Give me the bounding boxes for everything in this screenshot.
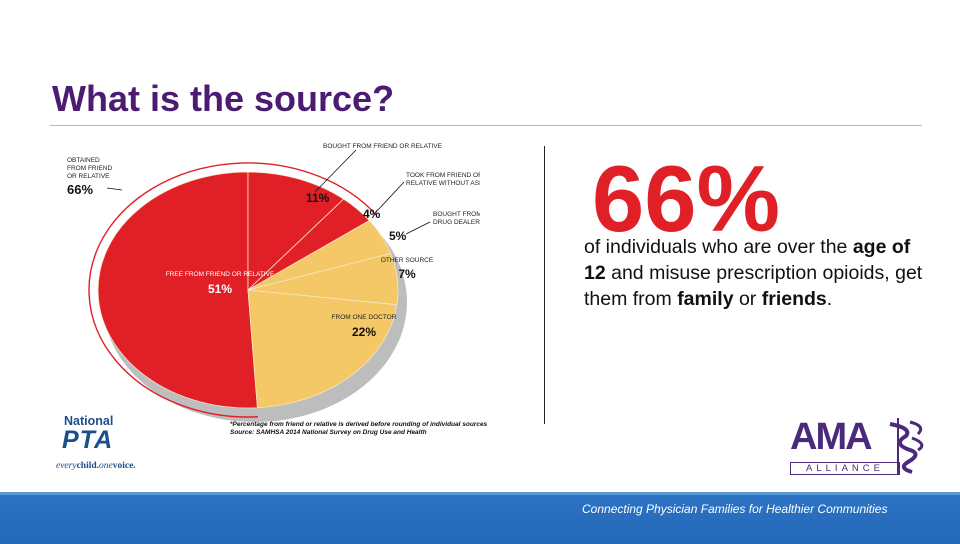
title-divider	[50, 125, 922, 126]
slice-value-other: 7%	[398, 267, 416, 281]
leader-bought-friend	[314, 149, 357, 193]
stat-text-4: .	[826, 288, 833, 310]
ama-alliance-text: ALLIANCE	[790, 462, 900, 475]
national-pta-logo: National PTA everychild.onevoice.	[56, 414, 166, 476]
group-label-line2: FROM FRIEND	[67, 165, 112, 172]
slice-value-dealer: 5%	[389, 229, 407, 243]
pta-national-text: National	[64, 414, 114, 428]
slice-value-doctor: 22%	[352, 325, 376, 339]
vertical-divider	[544, 146, 545, 424]
pta-tag-every: every	[56, 461, 77, 471]
slice-label-bought-friend: BOUGHT FROM FRIEND OR RELATIVE	[323, 143, 443, 150]
footnote: *Percentage from friend or relative is d…	[230, 421, 530, 437]
slice-label-other: OTHER SOURCE	[381, 257, 434, 264]
slice-value-free-friend: 51%	[208, 282, 232, 296]
stat-bold-age: age of 12	[584, 236, 911, 284]
slice-label-doctor: FROM ONE DOCTOR	[332, 314, 397, 321]
footer-tagline: Connecting Physician Families for Health…	[582, 502, 888, 516]
pta-tag-one: one	[99, 461, 113, 471]
footnote-line-1: *Percentage from friend or relative is d…	[230, 421, 488, 428]
stat-bold-family: family	[677, 288, 734, 310]
group-label-line3: OR RELATIVE	[67, 173, 110, 180]
slide-title: What is the source?	[52, 78, 395, 119]
group-value: 66%	[67, 182, 93, 197]
ama-wordmark: AMA	[790, 416, 873, 458]
slice-label-took-line2: RELATIVE WITHOUT ASKING	[406, 180, 480, 187]
stat-text-1: of individuals who are over the	[584, 236, 853, 258]
big-stat: 66%	[592, 146, 781, 251]
slice-value-took: 4%	[363, 207, 381, 221]
footer-bar: Connecting Physician Families for Health…	[0, 492, 960, 544]
slice-one-doctor	[247, 289, 398, 409]
slice-bought-friend	[247, 171, 345, 291]
slice-free-friend	[97, 171, 258, 409]
footnote-source: Source: SAMHSA 2014 National Survey on D…	[230, 429, 427, 436]
slice-label-took-line1: TOOK FROM FRIEND OR	[406, 172, 480, 179]
ama-alliance-logo: AMA ALLIANCE	[782, 412, 932, 478]
friend-relative-arc	[88, 162, 378, 418]
caduceus-icon	[889, 418, 924, 474]
slice-label-free-friend: FREE FROM FRIEND OR RELATIVE	[166, 271, 275, 278]
pta-wordmark: PTA	[62, 426, 114, 454]
leader-dealer	[405, 221, 431, 235]
leader-took	[377, 181, 405, 211]
slice-label-dealer-line1: BOUGHT FROM	[433, 211, 480, 218]
pta-tag-child: child.	[76, 461, 100, 471]
slice-value-bought-friend: 11%	[306, 191, 330, 205]
stat-text-3: or	[733, 288, 762, 310]
leader-group	[106, 187, 123, 191]
pta-tagline: everychild.onevoice.	[56, 461, 136, 471]
stat-description: of individuals who are over the age of 1…	[584, 234, 924, 312]
pie-chart: OBTAINED FROM FRIEND OR RELATIVE 66% FRE…	[67, 143, 480, 422]
pta-tag-voice: voice.	[112, 461, 136, 471]
stat-bold-friends: friends	[761, 288, 827, 310]
stat-text-2: and misuse prescription opioids, get the…	[584, 262, 923, 310]
slice-label-dealer-line2: DRUG DEALER	[433, 219, 480, 226]
group-label-line1: OBTAINED	[67, 157, 100, 164]
